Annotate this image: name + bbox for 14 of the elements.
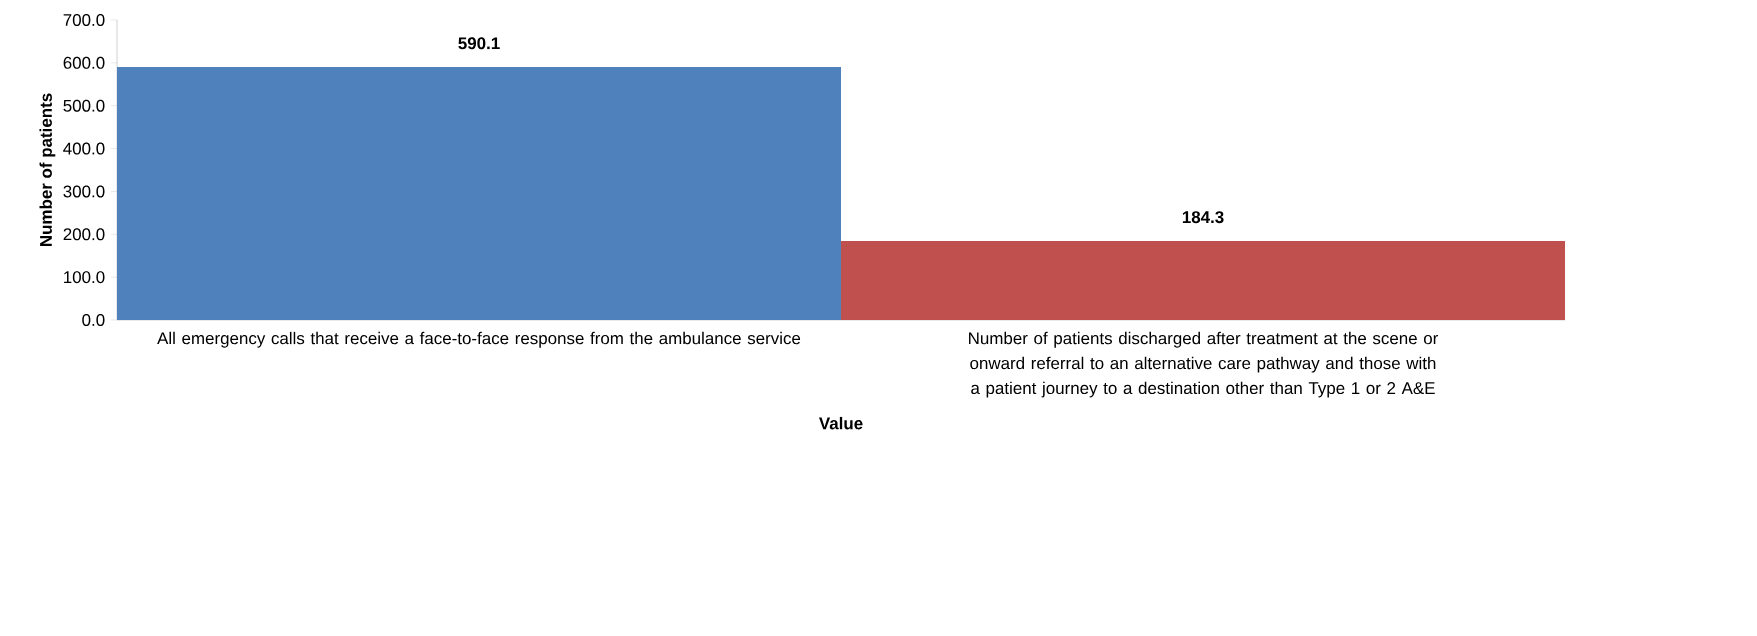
y-tick-label: 600.0 — [63, 56, 105, 69]
data-label: 590.1 — [458, 37, 500, 50]
y-tick-label: 100.0 — [64, 271, 105, 284]
y-tick-label: 500.0 — [63, 99, 105, 112]
y-tick-label: 300.0 — [63, 185, 105, 198]
x-axis-title: Value — [818, 416, 863, 430]
y-tick-label: 0.0 — [82, 314, 105, 326]
y-axis-title: Number of patients — [39, 93, 56, 247]
x-tick-label: Number of patients discharged after treatment at the scene or onward referral to an alternative care pathway and those with a patient journey to a destination other than Type 1 or 2 A&E — [969, 331, 1439, 398]
data-label: 184.3 — [1182, 211, 1224, 224]
y-tick-label: 400.0 — [63, 142, 105, 155]
y-tick-label: 200.0 — [63, 228, 105, 241]
y-tick-label: 700.0 — [63, 14, 105, 26]
x-tick-label: All emergency calls that receive a face-to-face response from the ambulance service — [157, 331, 801, 348]
